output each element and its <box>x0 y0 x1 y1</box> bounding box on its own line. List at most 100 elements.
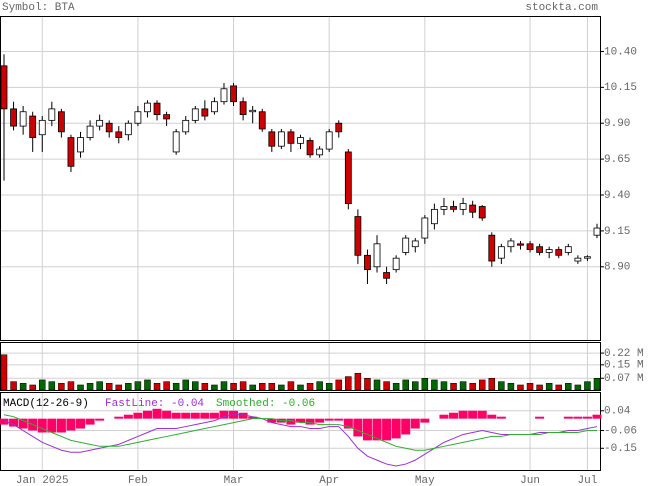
histogram-bar <box>267 418 277 423</box>
volume-bar <box>125 383 132 391</box>
volume-bar <box>58 383 65 391</box>
candle-body <box>364 254 371 271</box>
candle-body <box>258 111 266 130</box>
candle-body <box>277 131 285 147</box>
candle-body <box>478 206 486 219</box>
histogram-bar <box>487 414 497 419</box>
volume-bar <box>555 384 562 391</box>
histogram-bar <box>324 418 334 421</box>
candle-body <box>249 109 257 113</box>
volume-bar <box>498 381 505 391</box>
candle-body <box>325 131 333 150</box>
candle-body <box>497 246 505 259</box>
volume-bar <box>517 384 524 391</box>
histogram-bar <box>162 410 172 419</box>
histogram-bar <box>372 418 382 441</box>
candle-body <box>469 204 477 213</box>
y-tick-label: 0.22 M <box>604 348 644 360</box>
volume-bar <box>545 383 553 391</box>
histogram-bar <box>343 418 353 429</box>
volume-bar <box>220 381 228 391</box>
volume-bar <box>67 381 75 391</box>
histogram-bar <box>209 412 219 419</box>
volume-bar <box>421 378 429 391</box>
candle-body <box>555 249 563 256</box>
x-tick-label: May <box>415 475 435 486</box>
histogram-bar <box>18 418 28 429</box>
candle-body <box>19 111 27 127</box>
candle-body <box>545 249 553 253</box>
histogram-bar <box>535 416 545 419</box>
candle-body <box>316 148 324 156</box>
volume-bar <box>19 383 27 391</box>
candle-body <box>153 102 161 116</box>
volume-bar <box>412 381 419 391</box>
candle-body <box>239 101 247 116</box>
volume-bar <box>192 381 199 391</box>
candle-body <box>220 88 228 103</box>
macd-title: MACD(12-26-9) <box>3 398 89 410</box>
chart-title: Symbol: BTA <box>2 2 75 14</box>
volume-bar <box>287 381 295 391</box>
volume-bar <box>144 379 151 391</box>
candle-body <box>48 108 56 121</box>
candle-body <box>29 115 37 138</box>
histogram-bar <box>496 416 506 419</box>
volume-bar <box>584 381 591 391</box>
histogram-bar <box>296 418 305 423</box>
macd-line <box>3 414 597 451</box>
candle-body <box>421 217 429 239</box>
volume-bar <box>488 378 496 391</box>
volume-bar <box>153 383 161 391</box>
volume-bar <box>354 372 362 391</box>
volume-bar <box>526 383 534 391</box>
volume-bar <box>392 383 400 391</box>
y-tick-label: 9.15 <box>604 226 630 238</box>
volume-bar <box>507 383 515 391</box>
candle-body <box>230 85 237 103</box>
candle-body <box>134 111 142 124</box>
volume-bar <box>565 383 572 391</box>
candle-body <box>211 101 218 113</box>
histogram-bar <box>9 418 19 427</box>
volume-bar <box>182 379 189 391</box>
histogram-bar <box>66 418 76 431</box>
histogram-bar <box>76 418 86 429</box>
histogram-bar <box>181 412 191 419</box>
histogram-bar <box>468 410 478 419</box>
histogram-bar <box>47 418 57 433</box>
volume-bar <box>258 383 266 391</box>
candle-body <box>574 257 582 262</box>
candle-body <box>201 108 209 117</box>
volume-bar <box>48 381 56 391</box>
volume-bar <box>469 383 476 391</box>
y-tick-label: 9.90 <box>604 118 630 130</box>
candle-body <box>450 206 457 210</box>
volume-bar <box>77 384 84 391</box>
candle-body <box>67 137 75 167</box>
volume-bar <box>345 376 352 391</box>
volume-panel <box>0 342 601 391</box>
candle-body <box>57 111 65 133</box>
candle-body <box>584 256 591 259</box>
histogram-bar <box>133 412 143 419</box>
volume-bar <box>593 378 601 391</box>
volume-bar <box>306 383 314 391</box>
macd-panel <box>0 392 601 471</box>
candle-body <box>459 203 467 210</box>
volume-bar <box>402 379 409 391</box>
volume-bar <box>373 379 381 391</box>
y-tick-label: 0.07 M <box>604 373 644 385</box>
volume-bar <box>105 383 113 391</box>
candle-body <box>383 272 390 279</box>
candle-body <box>297 137 304 144</box>
volume-bar <box>163 381 170 391</box>
candle-body <box>124 122 132 136</box>
histogram-bar <box>315 418 325 423</box>
volume-bar <box>201 383 209 391</box>
volume-bar <box>0 354 8 391</box>
y-tick-label: 9.40 <box>604 190 630 202</box>
histogram-bar <box>85 418 95 425</box>
volume-bar <box>268 383 276 391</box>
volume-bar <box>364 378 371 391</box>
